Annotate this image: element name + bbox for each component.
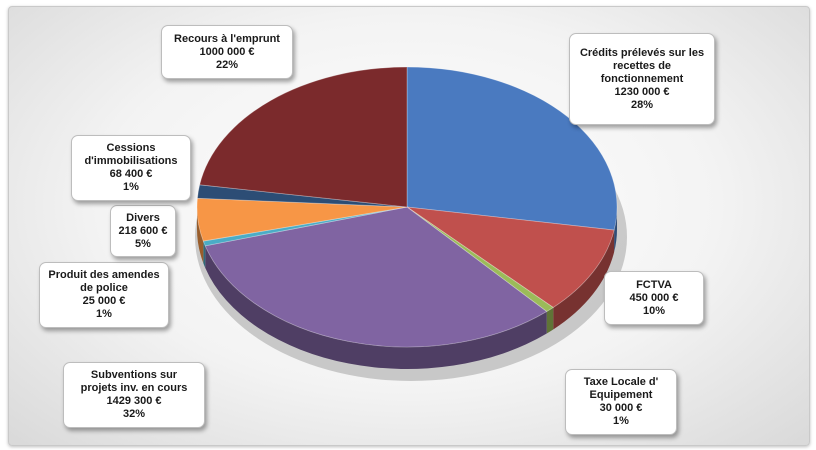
callout-label: Produit des amendes bbox=[48, 269, 160, 281]
pie-side-divers bbox=[197, 207, 204, 264]
callout-percent: 1% bbox=[613, 415, 629, 427]
pie-side-credits bbox=[614, 207, 617, 253]
callout-amount: 1230 000 € bbox=[614, 85, 670, 98]
callout-label: Crédits prélevés sur les bbox=[579, 46, 705, 59]
pie-side-subventions bbox=[205, 245, 547, 369]
callout-fctva: FCTVA 450 000 €10% bbox=[604, 271, 704, 325]
callout-label: Cessions bbox=[106, 142, 156, 154]
callout-percent: 10% bbox=[642, 304, 666, 317]
callout-percent: 1% bbox=[96, 308, 112, 320]
callout-label: Equipement bbox=[589, 389, 653, 401]
callout-amount: 25 000 € bbox=[82, 295, 126, 307]
callout-amount: 1000 000 € bbox=[199, 45, 255, 58]
callout-label: projets inv. en cours bbox=[80, 382, 188, 394]
callout-label: fonctionnement bbox=[600, 72, 684, 85]
callout-label: d'immobilisations bbox=[84, 155, 178, 167]
callout-percent: 32% bbox=[122, 408, 146, 420]
pie-slice-recours bbox=[199, 66, 408, 208]
pie-slice-credits bbox=[406, 66, 618, 231]
callout-amount: 450 000 € bbox=[629, 291, 679, 304]
pie-slice-fctva bbox=[406, 206, 615, 308]
callout-percent: 28% bbox=[630, 98, 654, 111]
callout-credits: Crédits prélevés sur les recettes de fonct… bbox=[569, 33, 715, 125]
pie-chart bbox=[195, 66, 627, 381]
chart-panel: Crédits prélevés sur les recettes de fonct… bbox=[8, 6, 810, 446]
pie-side-produit bbox=[203, 241, 206, 268]
pie-slice-produit bbox=[202, 206, 408, 247]
callout-cessions: Cessions d'immobilisations 68 400 €1% bbox=[71, 135, 191, 201]
callout-percent: 1% bbox=[123, 181, 139, 193]
pie-side-fctva bbox=[553, 230, 615, 330]
callout-subventions: Subventions sur projets inv. en cours 1429… bbox=[63, 362, 205, 428]
callout-label: recettes de bbox=[612, 59, 672, 72]
pie-slice-divers bbox=[196, 197, 408, 242]
callout-label: de police bbox=[80, 282, 128, 294]
callout-amount: 218 600 € bbox=[118, 224, 168, 237]
pie-side-taxe bbox=[546, 307, 554, 334]
callout-percent: 5% bbox=[135, 237, 151, 250]
callout-amount: 1429 300 € bbox=[106, 395, 162, 407]
callout-produit: Produit des amendes de police 25 000 €1% bbox=[39, 262, 169, 328]
callout-label: Taxe Locale d' bbox=[583, 376, 659, 388]
callout-amount: 30 000 € bbox=[599, 402, 643, 414]
callout-taxe: Taxe Locale d' Equipement 30 000 €1% bbox=[565, 369, 677, 435]
callout-amount: 68 400 € bbox=[109, 168, 153, 180]
callout-divers: Divers 218 600 €5% bbox=[110, 205, 176, 257]
pie-slice-cessions bbox=[196, 184, 408, 208]
callout-label: Subventions sur bbox=[90, 369, 178, 381]
callout-recours: Recours à l'emprunt 1000 000 €22% bbox=[161, 25, 293, 79]
callout-percent: 22% bbox=[215, 58, 239, 71]
pie-slice-taxe bbox=[406, 206, 554, 313]
pie-slice-subventions bbox=[204, 206, 548, 348]
callout-label: Divers bbox=[126, 211, 160, 224]
callout-label: FCTVA bbox=[636, 278, 672, 291]
callout-label: Recours à l'emprunt bbox=[174, 32, 280, 45]
